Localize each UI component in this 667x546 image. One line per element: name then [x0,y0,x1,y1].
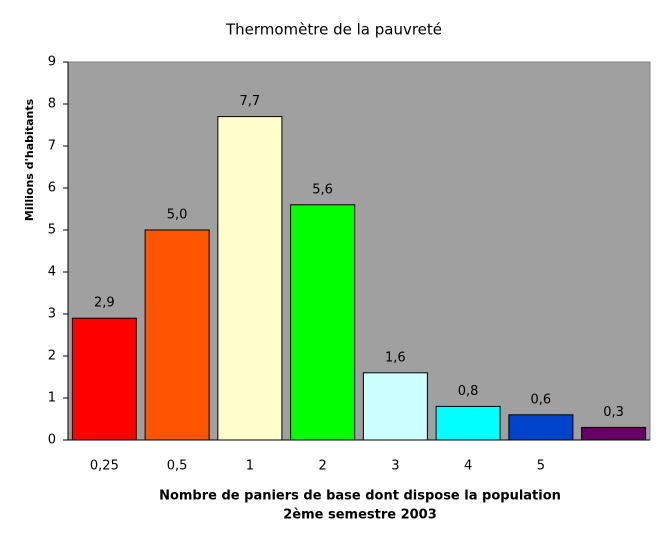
y-tick-label: 1 [48,391,56,406]
chart-title: Thermomètre de la pauvreté [225,21,442,39]
bar [217,116,283,441]
y-tick-label: 8 [48,97,56,112]
x-tick-label: 5 [537,459,545,474]
bar [362,372,428,441]
value-label: 0,3 [603,405,624,420]
bar [435,405,501,441]
x-tick-label: 0,25 [90,459,119,474]
value-label: 0,8 [458,384,479,399]
bar [71,317,137,441]
x-tick-label: 3 [391,459,399,474]
y-tick-label: 7 [48,139,56,154]
value-label: 0,6 [531,392,552,407]
bar [581,426,647,441]
y-tick-label: 6 [48,181,56,196]
y-tick-label: 5 [48,223,56,238]
value-label: 1,6 [385,350,406,365]
x-axis-label: 2ème semestre 2003 [283,508,437,523]
x-tick-label: 4 [464,459,472,474]
y-tick-label: 2 [48,349,56,364]
x-tick-label: 2 [318,459,326,474]
value-label: 5,0 [167,208,188,223]
x-tick-label: 1 [246,459,254,474]
value-label: 7,7 [240,94,261,109]
y-tick-label: 4 [48,265,56,280]
y-tick-label: 3 [48,307,56,322]
bar [508,414,574,441]
bar [290,204,356,441]
y-tick-label: 0 [48,433,56,448]
bar [144,229,210,441]
y-tick-label: 9 [48,55,56,70]
value-label: 2,9 [94,296,115,311]
x-tick-label: 0,5 [167,459,188,474]
value-label: 5,6 [312,182,333,197]
y-axis-label: Millions d'habitants [23,98,36,221]
x-axis-label: Nombre de paniers de base dont dispose l… [159,489,561,504]
